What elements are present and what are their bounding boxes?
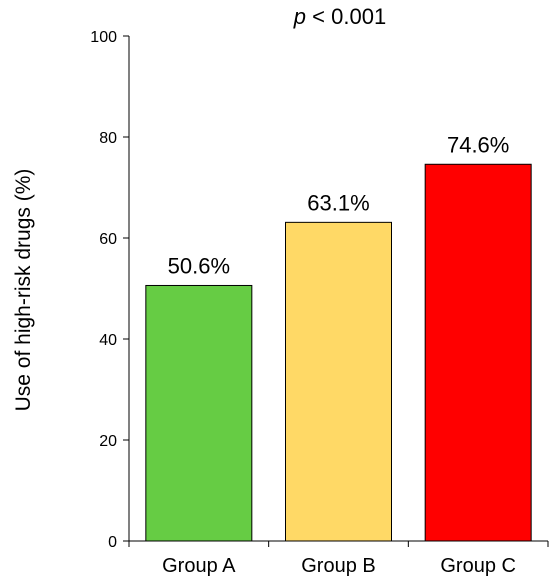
bar-data-label: 74.6% [447,132,509,157]
bar-data-label: 50.6% [168,253,230,278]
p-value-italic: p [293,4,306,29]
x-category-label: Group C [440,555,516,577]
axes [128,36,549,547]
p-value-annotation: p < 0.001 [293,4,386,29]
y-tick-label: 60 [99,231,117,248]
x-category-label: Group A [162,555,236,577]
bar-group-c [424,163,532,542]
y-tick-label: 0 [108,534,117,551]
y-tick-label: 80 [99,130,117,147]
bar-data-label: 63.1% [307,190,369,215]
y-tick-label: 20 [99,433,117,450]
x-category-label: Group B [301,555,375,577]
y-tick-label: 40 [99,332,117,349]
bars: 50.6% Group A 63.1% Group B 74.6% Group C [145,132,532,577]
y-tick-label: 100 [90,29,117,46]
p-value-text: < 0.001 [306,4,386,29]
y-axis-ticks: 0 20 40 60 80 100 [90,29,129,551]
bar-group-a [145,284,253,542]
y-axis-title: Use of high-risk drugs (%) [12,169,35,412]
bar-group-b [285,221,392,542]
